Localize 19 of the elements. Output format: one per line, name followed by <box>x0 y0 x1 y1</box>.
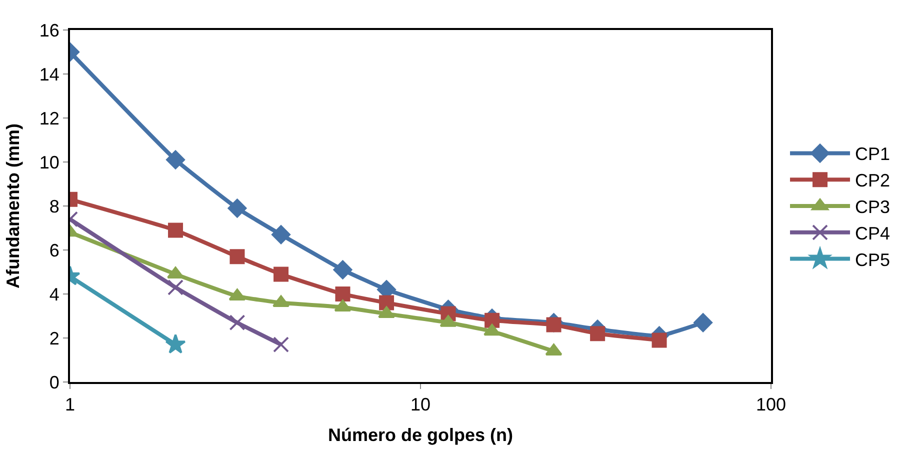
x-tick-label: 1 <box>64 394 76 415</box>
y-axis-title: Afundamento (mm) <box>3 124 24 288</box>
x-tick-label: 100 <box>756 394 786 415</box>
legend-label: CP2 <box>855 170 890 191</box>
y-tick-label: 2 <box>49 328 60 348</box>
legend-label: CP3 <box>855 197 890 218</box>
y-tick-label: 10 <box>39 152 60 172</box>
x-axis-title: Número de golpes (n) <box>328 425 514 446</box>
y-tick-label: 0 <box>49 372 60 392</box>
y-tick-label: 6 <box>49 240 60 260</box>
legend-label: CP1 <box>855 144 890 164</box>
y-tick-label: 8 <box>49 196 60 216</box>
y-tick-label: 14 <box>39 64 60 84</box>
legend-label: CP5 <box>855 250 890 270</box>
y-tick-label: 12 <box>39 108 60 128</box>
legend-label: CP4 <box>855 223 890 244</box>
y-tick-label: 4 <box>49 284 60 304</box>
y-tick-label: 16 <box>39 20 60 40</box>
x-tick-label: 10 <box>410 394 431 415</box>
